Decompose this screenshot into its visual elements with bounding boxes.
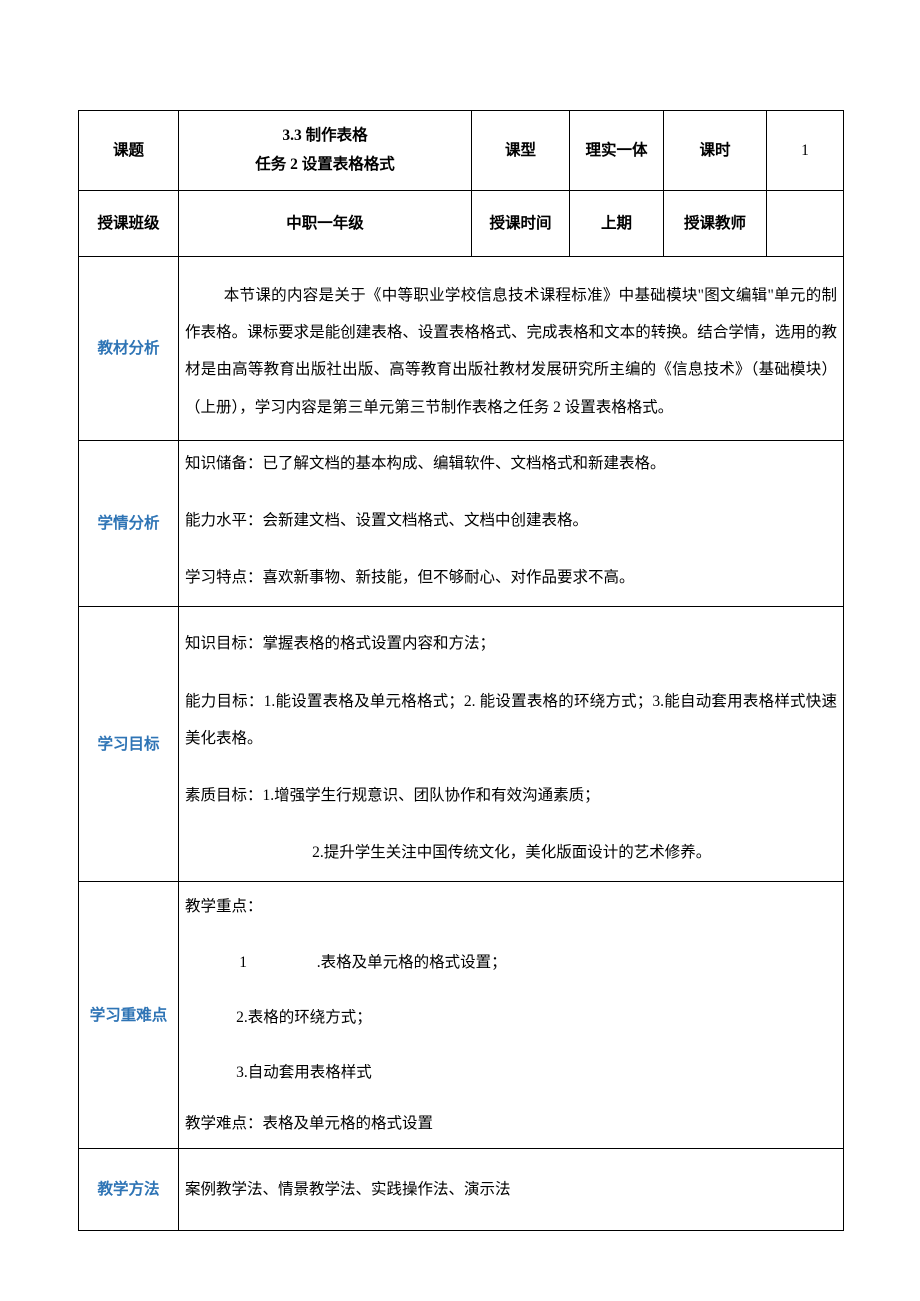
label-teacher: 授课教师 (664, 190, 767, 256)
key-item1-text: .表格及单元格的格式设置； (317, 944, 507, 981)
key-item2: 2.表格的环绕方式； (185, 999, 837, 1036)
value-teacher (767, 190, 844, 256)
row-key-difficulty: 学习重难点 教学重点： 1 .表格及单元格的格式设置； 2.表格的环绕方式； 3… (79, 882, 844, 1149)
content-learning-goals: 知识目标：掌握表格的格式设置内容和方法； 能力目标：1.能设置表格及单元格格式；… (179, 607, 844, 882)
row-learning-goals: 学习目标 知识目标：掌握表格的格式设置内容和方法； 能力目标：1.能设置表格及单… (79, 607, 844, 882)
method-text: 案例教学法、情景教学法、实践操作法、演示法 (185, 1181, 511, 1198)
key-heading1: 教学重点： (185, 888, 837, 925)
content-key-difficulty: 教学重点： 1 .表格及单元格的格式设置； 2.表格的环绕方式； 3.自动套用表… (179, 882, 844, 1149)
value-period: 1 (767, 111, 844, 191)
key-item3: 3.自动套用表格样式 (185, 1054, 837, 1091)
topic-line1: 3.3 制作表格 (183, 121, 467, 150)
value-topic: 3.3 制作表格 任务 2 设置表格格式 (179, 111, 472, 191)
label-class-type: 课型 (472, 111, 570, 191)
student-line3: 学习特点：喜欢新事物、新技能，但不够耐心、对作品要求不高。 (185, 559, 837, 596)
value-class: 中职一年级 (179, 190, 472, 256)
lesson-plan-table: 课题 3.3 制作表格 任务 2 设置表格格式 课型 理实一体 课时 1 授课班… (78, 110, 844, 1231)
label-topic: 课题 (79, 111, 179, 191)
key-heading2: 教学难点：表格及单元格的格式设置 (185, 1105, 837, 1142)
student-line2: 能力水平：会新建文档、设置文档格式、文档中创建表格。 (185, 502, 837, 539)
label-learning-goals: 学习目标 (79, 607, 179, 882)
row-student-analysis: 学情分析 知识储备：已了解文档的基本构成、编辑软件、文档格式和新建表格。 能力水… (79, 440, 844, 607)
label-textbook-analysis: 教材分析 (79, 257, 179, 441)
label-student-analysis: 学情分析 (79, 440, 179, 607)
topic-line2: 任务 2 设置表格格式 (183, 150, 467, 179)
content-teaching-method: 案例教学法、情景教学法、实践操作法、演示法 (179, 1149, 844, 1231)
label-class: 授课班级 (79, 190, 179, 256)
goal-line4: 2.提升学生关注中国传统文化，美化版面设计的艺术修养。 (185, 834, 837, 871)
key-item1: 1 .表格及单元格的格式设置； (185, 944, 837, 981)
label-teaching-method: 教学方法 (79, 1149, 179, 1231)
label-period: 课时 (664, 111, 767, 191)
content-textbook-analysis: 本节课的内容是关于《中等职业学校信息技术课程标准》中基础模块"图文编辑"单元的制… (179, 257, 844, 441)
label-key-difficulty: 学习重难点 (79, 882, 179, 1149)
row-class-info: 授课班级 中职一年级 授课时间 上期 授课教师 (79, 190, 844, 256)
row-topic: 课题 3.3 制作表格 任务 2 设置表格格式 课型 理实一体 课时 1 (79, 111, 844, 191)
row-textbook-analysis: 教材分析 本节课的内容是关于《中等职业学校信息技术课程标准》中基础模块"图文编辑… (79, 257, 844, 441)
textbook-text: 本节课的内容是关于《中等职业学校信息技术课程标准》中基础模块"图文编辑"单元的制… (185, 277, 837, 426)
goal-line1: 知识目标：掌握表格的格式设置内容和方法； (185, 625, 837, 662)
value-time: 上期 (570, 190, 664, 256)
goal-line3: 素质目标：1.增强学生行规意识、团队协作和有效沟通素质； (185, 777, 837, 814)
label-time: 授课时间 (472, 190, 570, 256)
student-line1: 知识储备：已了解文档的基本构成、编辑软件、文档格式和新建表格。 (185, 445, 837, 482)
key-item1-num: 1 (239, 944, 317, 981)
value-class-type: 理实一体 (570, 111, 664, 191)
row-teaching-method: 教学方法 案例教学法、情景教学法、实践操作法、演示法 (79, 1149, 844, 1231)
content-student-analysis: 知识储备：已了解文档的基本构成、编辑软件、文档格式和新建表格。 能力水平：会新建… (179, 440, 844, 607)
goal-line2: 能力目标：1.能设置表格及单元格格式；2. 能设置表格的环绕方式；3.能自动套用… (185, 683, 837, 757)
